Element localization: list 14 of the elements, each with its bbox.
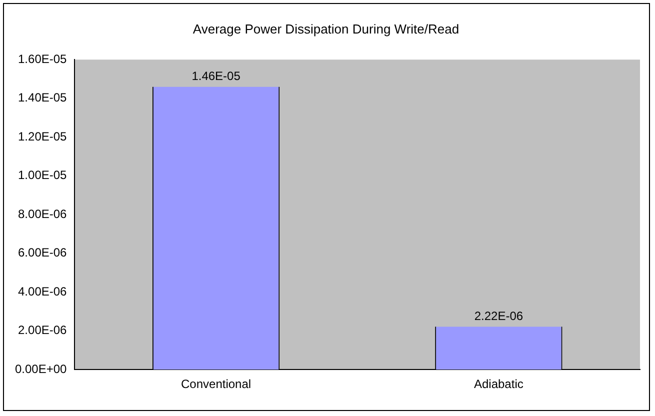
y-tick-label: 1.00E-05 [18,168,68,182]
y-tick-label: 1.20E-05 [18,129,68,144]
x-tick-label: Adiabatic [474,377,524,392]
y-tick-label: 2.00E-06 [18,323,68,338]
y-tick-label: 4.00E-06 [18,284,68,298]
y-tick-label: 0.00E+00 [14,362,68,376]
data-label: 2.22E-06 [474,308,524,323]
y-tick-label: 8.00E-06 [18,206,68,221]
x-tick-label: Conventional [181,377,252,392]
y-tick-label: 6.00E-06 [18,246,68,260]
chart-title: Average Power Dissipation During Write/Read [192,21,460,36]
data-label: 1.46E-05 [192,69,241,84]
y-tick-label: 1.40E-05 [18,90,68,105]
y-tick-label: 1.60E-05 [18,52,68,66]
